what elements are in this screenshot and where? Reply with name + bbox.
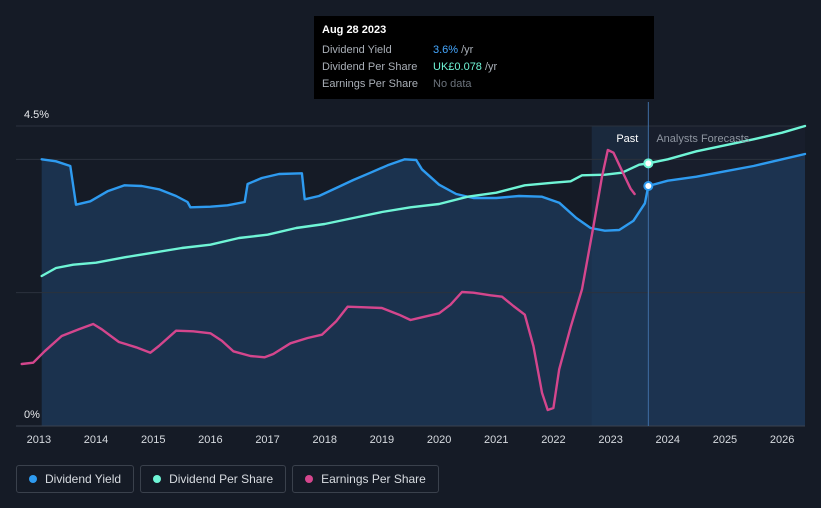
x-tick-label: 2026 <box>770 434 794 446</box>
legend-earnings-per-share[interactable]: Earnings Per Share <box>292 465 439 493</box>
tooltip-row-dividend-per-share: Dividend Per Share UK£0.078 /yr <box>322 59 646 76</box>
tooltip-key: Earnings Per Share <box>322 78 418 90</box>
legend-label: Dividend Yield <box>45 472 122 486</box>
legend-dot-icon <box>29 475 37 483</box>
tooltip-value: 3.6% <box>433 44 459 56</box>
legend-label: Dividend Per Share <box>169 472 274 486</box>
y-tick-label: 4.5% <box>24 109 49 121</box>
x-tick-label: 2025 <box>713 434 737 446</box>
chart-legend: Dividend Yield Dividend Per Share Earnin… <box>16 465 439 493</box>
tooltip-key: Dividend Yield <box>322 44 392 56</box>
x-tick-label: 2014 <box>84 434 108 446</box>
tooltip-row-dividend-yield: Dividend Yield 3.6% /yr <box>322 42 646 59</box>
legend-dividend-yield[interactable]: Dividend Yield <box>16 465 135 493</box>
tooltip-value: UK£0.078 <box>433 61 482 73</box>
legend-dot-icon <box>153 475 162 483</box>
tooltip-date: Aug 28 2023 <box>322 24 387 36</box>
chart-tooltip: Aug 28 2023 Dividend Yield 3.6% /yr Divi… <box>314 16 654 99</box>
x-tick-label: 2023 <box>598 434 622 446</box>
x-tick-label: 2015 <box>141 434 165 446</box>
dividend-yield-area <box>41 154 805 426</box>
x-tick-label: 2022 <box>541 434 565 446</box>
x-tick-label: 2013 <box>27 434 51 446</box>
past-label: Past <box>616 133 638 145</box>
dividend-per-share-line <box>40 124 807 278</box>
legend-dot-icon <box>305 475 314 483</box>
legend-dividend-per-share[interactable]: Dividend Per Share <box>140 465 287 493</box>
tooltip-row-earnings-per-share: Earnings Per Share No data <box>322 76 646 93</box>
dividend-yield-marker <box>643 181 654 191</box>
legend-label: Earnings Per Share <box>321 472 426 486</box>
x-tick-label: 2021 <box>484 434 508 446</box>
x-tick-label: 2018 <box>312 434 336 446</box>
dividend-per-share-marker <box>643 158 654 169</box>
tooltip-key: Dividend Per Share <box>322 61 418 73</box>
tooltip-unit: /yr <box>484 61 498 73</box>
y-tick-label: 0% <box>24 409 40 421</box>
earnings-per-share-line <box>20 148 636 412</box>
x-tick-label: 2024 <box>656 434 680 446</box>
x-tick-label: 2020 <box>427 434 451 446</box>
dividend-yield-line <box>40 152 807 232</box>
x-tick-label: 2016 <box>198 434 222 446</box>
tooltip-value: No data <box>433 78 472 90</box>
x-tick-label: 2017 <box>255 434 279 446</box>
x-tick-label: 2019 <box>370 434 394 446</box>
forecast-label: Analysts Forecasts <box>656 133 749 145</box>
tooltip-unit: /yr <box>461 44 474 56</box>
